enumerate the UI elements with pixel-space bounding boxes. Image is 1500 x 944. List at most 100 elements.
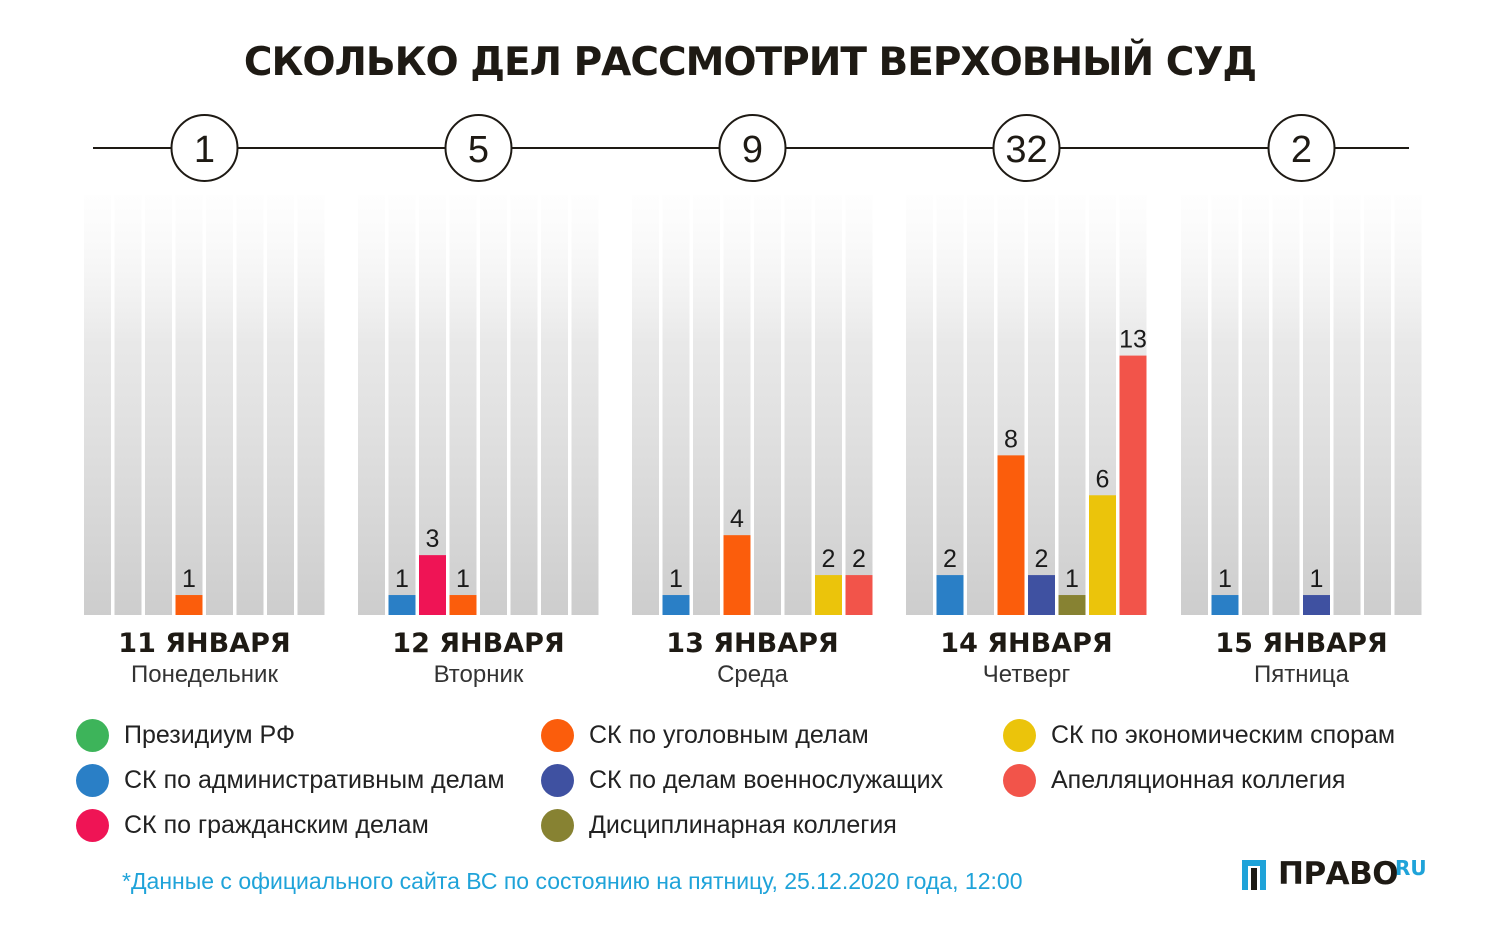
logo-suffix: RU [1395,856,1427,880]
bar [388,595,416,615]
column-background [175,195,203,615]
page-title: СКОЛЬКО ДЕЛ РАССМОТРИТ ВЕРХОВНЫЙ СУД [243,40,1257,85]
day-date-label: 13 ЯНВАРЯ [666,628,838,659]
day-weekday-label: Пятница [1254,661,1350,688]
column-background [297,195,325,615]
legend-label: Президиум РФ [124,721,295,749]
bar [723,535,751,615]
bar [936,575,964,615]
column-background [419,195,446,615]
day-total-circle [1267,114,1336,182]
bar [175,595,203,615]
bar-value-label: 1 [669,565,683,593]
day-date-label: 12 ЯНВАРЯ [392,628,564,659]
column-background [1242,195,1269,615]
column-background [815,195,842,615]
day-weekday-label: Четверг [983,661,1071,688]
bar-value-label: 2 [822,545,836,573]
column-background [541,195,568,615]
column-background [1272,195,1300,615]
bar [1119,355,1147,615]
column-background [662,195,690,615]
legend-label: СК по уголовным делам [589,721,869,749]
column-background [114,195,142,615]
bar-value-label: 1 [182,565,196,593]
day-total-circle [992,114,1061,182]
day-weekday-label: Вторник [434,661,524,688]
day-date-label: 15 ЯНВАРЯ [1215,628,1387,659]
bar-value-label: 1 [1218,565,1232,593]
bar-value-label: 1 [1310,565,1324,593]
bar [1089,495,1116,615]
column-background [236,195,264,615]
legend-label: СК по экономическим спорам [1051,721,1396,749]
day-total-label: 1 [194,129,215,171]
day-weekday-label: Понедельник [131,661,278,688]
bar-value-label: 1 [395,565,409,593]
column-background [936,195,964,615]
column-background [388,195,416,615]
column-background [267,195,294,615]
bar [815,575,842,615]
legend-swatch-icon [76,764,109,797]
column-background [449,195,477,615]
legend-swatch-icon [76,809,109,842]
bar [845,575,873,615]
bar [1211,595,1239,615]
legend-label: Апелляционная коллегия [1051,766,1346,794]
column-background [1303,195,1330,615]
day-total-circle [718,114,787,182]
day-weekday-label: Среда [717,661,789,688]
day-total-circle [170,114,239,182]
legend-swatch-icon [1003,719,1036,752]
column-background [845,195,873,615]
column-background [1058,195,1086,615]
legend-swatch-icon [541,764,574,797]
pravo-ru-logo: ПРАВО RU [1240,856,1430,896]
column-background [145,195,172,615]
column-background [967,195,994,615]
legend-label: Дисциплинарная коллегия [589,811,897,839]
legend-label: СК по административным делам [124,766,505,794]
bar-value-label: 8 [1004,425,1018,453]
bar [419,555,446,615]
day-total-label: 5 [468,129,489,171]
column-background [1333,195,1361,615]
day-date-label: 11 ЯНВАРЯ [118,628,290,659]
bar-value-label: 2 [1035,545,1049,573]
column-background [906,195,933,615]
column-background [358,195,385,615]
bar-value-label: 6 [1096,465,1110,493]
bar [1303,595,1330,615]
column-background [571,195,599,615]
column-background [1394,195,1422,615]
logo-text: ПРАВО [1278,856,1399,892]
bar [449,595,477,615]
bar-value-label: 2 [943,545,957,573]
column-background [1181,195,1208,615]
day-date-label: 14 ЯНВАРЯ [940,628,1112,659]
column-background [754,195,781,615]
day-total-circle [444,114,513,182]
day-total-label: 2 [1291,129,1312,171]
column-background [784,195,812,615]
legend-swatch-icon [541,719,574,752]
column-background [206,195,233,615]
bar-value-label: 13 [1119,326,1147,354]
bar-value-label: 3 [426,525,440,553]
bar [1058,595,1086,615]
column-background [1211,195,1239,615]
column-background [510,195,538,615]
column-background [480,195,507,615]
legend-swatch-icon [1003,764,1036,797]
column-background [1028,195,1055,615]
pravo-logo-icon [1242,860,1266,890]
column-background [84,195,111,615]
legend-swatch-icon [541,809,574,842]
bar-value-label: 4 [730,505,744,533]
